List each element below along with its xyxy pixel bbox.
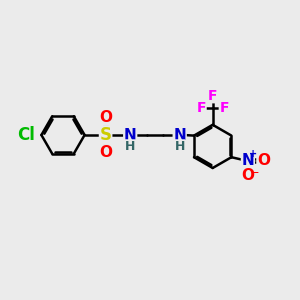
Text: F: F — [219, 101, 229, 115]
Text: H: H — [175, 140, 185, 153]
Text: S: S — [100, 126, 112, 144]
Text: O: O — [99, 110, 112, 125]
Text: H: H — [125, 140, 135, 153]
Text: O: O — [99, 145, 112, 160]
Text: Cl: Cl — [17, 126, 35, 144]
Text: O: O — [257, 153, 270, 168]
Text: N: N — [124, 128, 136, 142]
Text: ⁻: ⁻ — [251, 168, 258, 182]
Text: O: O — [242, 168, 254, 183]
Text: N: N — [173, 128, 186, 142]
Text: F: F — [208, 89, 218, 103]
Text: +: + — [249, 149, 257, 159]
Text: F: F — [196, 101, 206, 115]
Text: N: N — [242, 153, 254, 168]
